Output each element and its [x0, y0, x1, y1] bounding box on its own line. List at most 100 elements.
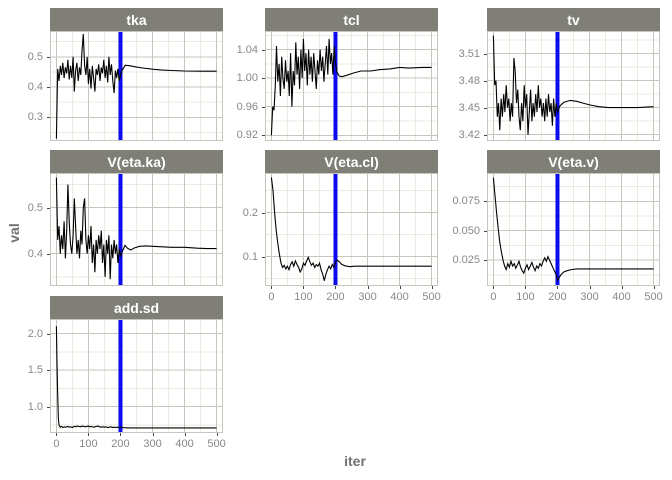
y-tick-mark [47, 334, 50, 335]
x-tick-label: 100 [294, 291, 313, 303]
x-tick-label: 400 [612, 291, 631, 303]
y-tick-mark [262, 107, 265, 108]
facet-strip: V(eta.ka) [50, 150, 223, 173]
y-tick-label: 0.4 [27, 247, 43, 260]
y-tick-mark [262, 135, 265, 136]
x-tick-mark [493, 286, 494, 289]
facet-strip: V(eta.v) [487, 150, 660, 173]
y-tick-label: 0.96 [236, 100, 258, 113]
y-tick-label: 0.075 [452, 195, 480, 208]
facet-title: add.sd [113, 299, 160, 316]
facet-panel [50, 173, 223, 286]
x-axis-title: iter [344, 453, 366, 469]
y-tick-label: 1.00 [236, 72, 258, 85]
y-tick-mark [47, 117, 50, 118]
facet-strip: tv [487, 8, 660, 31]
facet-title: V(eta.ka) [107, 153, 166, 170]
x-tick-label: 100 [516, 291, 535, 303]
x-tick-mark [120, 433, 121, 436]
y-tick-mark [47, 370, 50, 371]
trace-line [492, 35, 654, 135]
y-tick-label: 0.5 [27, 201, 43, 214]
x-tick-label: 500 [644, 291, 663, 303]
facet-title: tcl [343, 11, 360, 28]
facet-title: V(eta.v) [548, 153, 599, 170]
facet-title: tka [126, 11, 147, 28]
y-tick-mark [484, 201, 487, 202]
trace-line [55, 33, 217, 139]
y-tick-mark [484, 231, 487, 232]
x-tick-label: 100 [79, 438, 98, 450]
y-tick-mark [262, 50, 265, 51]
y-axis-title: val [6, 223, 22, 243]
y-tick-mark [47, 57, 50, 58]
y-tick-label: 3.48 [458, 74, 480, 87]
y-tick-mark [262, 213, 265, 214]
x-tick-label: 500 [422, 291, 441, 303]
x-tick-label: 500 [207, 438, 226, 450]
y-tick-label: 0.92 [236, 129, 258, 142]
x-tick-mark [185, 433, 186, 436]
x-tick-mark [368, 286, 369, 289]
facet-title: V(eta.cl) [324, 153, 379, 170]
y-tick-mark [484, 135, 487, 136]
facet-add-sd: add.sd [50, 296, 223, 433]
y-tick-label: 3.51 [458, 47, 480, 60]
x-tick-mark [303, 286, 304, 289]
y-tick-mark [484, 81, 487, 82]
y-tick-label: 0.050 [452, 224, 480, 237]
facet-v-eta-ka: V(eta.ka) [50, 150, 223, 286]
facet-strip: tka [50, 8, 223, 31]
facet-panel [50, 319, 223, 433]
x-tick-mark [432, 286, 433, 289]
x-tick-mark [525, 286, 526, 289]
y-tick-label: 0.5 [27, 50, 43, 63]
facet-tka: tka [50, 8, 223, 141]
x-tick-mark [622, 286, 623, 289]
y-tick-mark [262, 257, 265, 258]
y-tick-mark [484, 260, 487, 261]
x-tick-label: 200 [111, 438, 130, 450]
facet-panel [265, 31, 438, 141]
x-tick-label: 400 [175, 438, 194, 450]
x-tick-label: 200 [326, 291, 345, 303]
y-tick-label: 2.0 [27, 327, 43, 340]
facet-strip: V(eta.cl) [265, 150, 438, 173]
y-tick-label: 3.45 [458, 101, 480, 114]
x-tick-mark [153, 433, 154, 436]
x-tick-mark [557, 286, 558, 289]
x-tick-mark [335, 286, 336, 289]
x-tick-label: 300 [358, 291, 377, 303]
x-tick-mark [271, 286, 272, 289]
x-tick-mark [400, 286, 401, 289]
y-tick-label: 0.025 [452, 254, 480, 267]
y-tick-label: 0.1 [242, 250, 258, 263]
facet-strip: tcl [265, 8, 438, 31]
x-tick-mark [88, 433, 89, 436]
y-tick-label: 1.0 [27, 400, 43, 413]
x-tick-label: 200 [548, 291, 567, 303]
trace-line [270, 177, 432, 281]
y-tick-label: 1.5 [27, 364, 43, 377]
y-tick-label: 0.4 [27, 81, 43, 94]
y-tick-mark [484, 108, 487, 109]
x-tick-label: 300 [143, 438, 162, 450]
y-tick-mark [47, 87, 50, 88]
facet-panel [487, 31, 660, 141]
y-tick-label: 1.04 [236, 43, 258, 56]
facet-title: tv [567, 11, 580, 28]
y-tick-mark [47, 208, 50, 209]
facet-tv: tv [487, 8, 660, 141]
y-tick-label: 0.2 [242, 206, 258, 219]
facet-panel [50, 31, 223, 141]
trace-line [55, 177, 217, 280]
x-tick-mark [217, 433, 218, 436]
facet-tcl: tcl [265, 8, 438, 141]
facet-strip: add.sd [50, 296, 223, 319]
facet-panel [487, 173, 660, 286]
y-tick-mark [484, 54, 487, 55]
y-tick-mark [47, 407, 50, 408]
x-tick-label: 0 [490, 291, 497, 303]
x-tick-mark [654, 286, 655, 289]
